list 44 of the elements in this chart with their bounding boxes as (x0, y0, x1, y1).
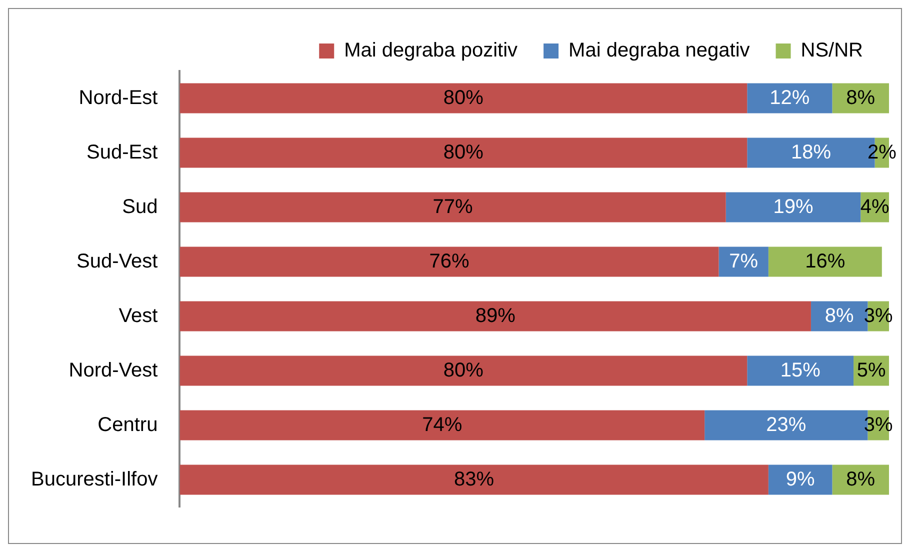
bar (180, 246, 719, 277)
data-label: 8% (824, 304, 854, 327)
data-label: 80% (443, 359, 484, 382)
data-label: 15% (780, 359, 821, 382)
y-tick-label: Nord-Est (78, 86, 158, 109)
bar (180, 356, 748, 386)
data-label: 80% (443, 86, 484, 109)
data-label: 74% (422, 414, 462, 436)
data-label: 9% (786, 468, 816, 490)
data-label: 83% (454, 468, 494, 490)
data-label: 7% (729, 250, 758, 272)
data-label: 4% (860, 196, 890, 218)
data-label: 19% (773, 196, 814, 218)
data-label: 23% (766, 414, 806, 436)
bar (180, 464, 768, 495)
bar (747, 83, 832, 114)
y-tick-label: Sud-Vest (76, 250, 158, 272)
data-label: 76% (429, 250, 470, 272)
y-tick-label: Centru (98, 414, 158, 436)
bar (180, 192, 726, 222)
data-label: 77% (432, 196, 474, 218)
y-tick-label: Bucuresti-Ilfov (30, 468, 158, 490)
y-tick-label: Sud-Est (86, 141, 158, 164)
data-label: 80% (443, 141, 484, 164)
data-label: 8% (846, 468, 876, 490)
data-label: 18% (790, 141, 832, 164)
bar (180, 83, 748, 114)
data-label: 16% (805, 250, 846, 272)
bar (180, 138, 748, 168)
bar (180, 410, 705, 440)
bar (768, 246, 882, 277)
data-label: 5% (856, 359, 886, 382)
bar (180, 301, 811, 332)
bar (747, 356, 854, 386)
data-label: 8% (846, 86, 876, 109)
y-tick-label: Vest (118, 304, 158, 327)
data-label: 89% (475, 304, 516, 327)
bar (726, 192, 861, 222)
y-tick-label: Nord-Vest (68, 359, 158, 382)
legend-label: NS/NR (800, 40, 864, 62)
legend-label: Mai degraba negativ (568, 40, 750, 62)
data-label: 12% (770, 86, 810, 109)
y-tick-label: Sud (122, 196, 158, 218)
legend-label: Mai degraba pozitiv (344, 40, 518, 62)
